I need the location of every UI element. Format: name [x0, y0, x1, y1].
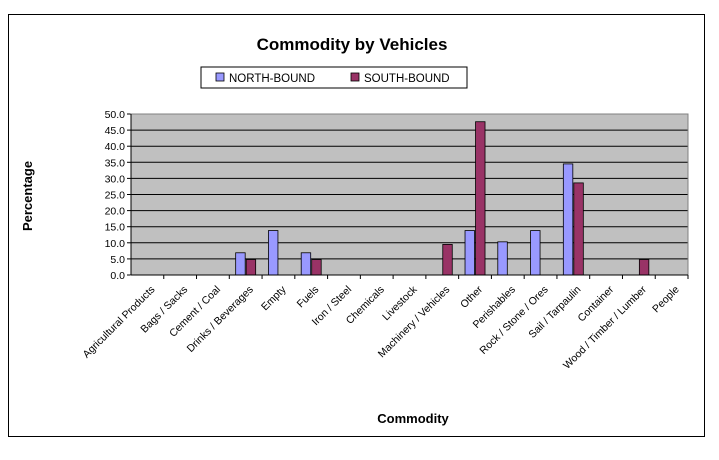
- y-tick-label: 45.0: [105, 125, 126, 137]
- y-axis-title: Percentage: [20, 161, 35, 231]
- legend: NORTH-BOUND SOUTH-BOUND: [200, 66, 468, 89]
- bar-north: [562, 163, 574, 276]
- bars: [235, 121, 650, 276]
- x-category-label: People: [650, 284, 682, 316]
- bar-north: [464, 230, 475, 276]
- y-tick-label: 50.0: [105, 109, 126, 121]
- bar-south: [573, 182, 584, 276]
- bar-south: [245, 259, 257, 276]
- bar-north: [497, 241, 508, 276]
- y-tick-label: 35.0: [105, 157, 126, 169]
- bar-north: [235, 252, 246, 276]
- y-tick-label: 30.0: [105, 173, 126, 185]
- bar-south: [311, 259, 322, 276]
- bar-north: [530, 230, 541, 276]
- y-tick-label: 10.0: [105, 238, 126, 250]
- legend-box: [200, 66, 468, 89]
- x-category-label: Fuels: [295, 284, 322, 311]
- bar-south: [475, 121, 486, 276]
- y-tick-labels: 0.0 5.0 10.0 15.0 20.0 25.0 30.0 35.0 40.0 45.0 50…: [105, 109, 126, 282]
- x-category-label: Empty: [259, 283, 289, 313]
- chart-title: Commodity by Vehicles: [257, 35, 448, 54]
- bar-north: [300, 252, 312, 276]
- legend-swatch-north: [215, 72, 225, 82]
- x-category-label: Other: [458, 283, 485, 310]
- x-axis-title: Commodity: [377, 411, 449, 426]
- y-tick-label: 25.0: [105, 190, 126, 202]
- y-tick-label: 5.0: [110, 254, 125, 266]
- legend-swatch-south: [350, 72, 360, 82]
- bar-south: [638, 259, 650, 276]
- axes: [127, 113, 689, 279]
- y-tick-label: 15.0: [105, 222, 126, 234]
- bar-south: [442, 244, 453, 276]
- y-tick-label: 20.0: [105, 206, 126, 218]
- legend-label-south: SOUTH-BOUND: [364, 73, 450, 85]
- bar-north: [268, 230, 279, 276]
- y-tick-label: 0.0: [110, 270, 125, 282]
- legend-label-north: NORTH-BOUND: [229, 73, 315, 85]
- y-tick-label: 40.0: [105, 141, 126, 153]
